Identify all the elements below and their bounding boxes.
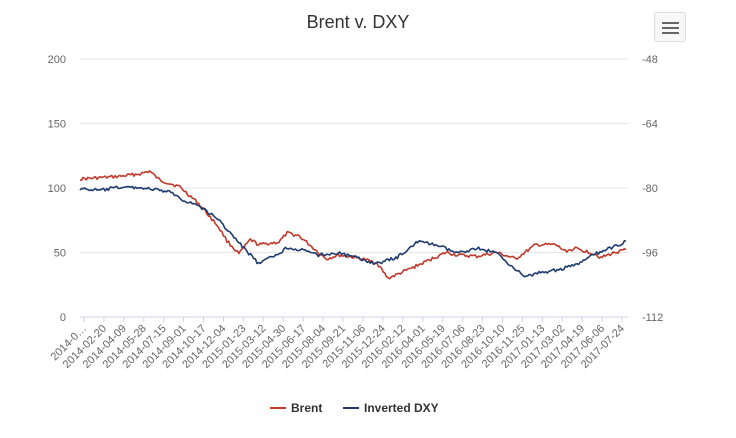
right-axis: -112 -96 -80 -64 -48: [642, 54, 663, 324]
y-left-tick-label: 50: [54, 248, 66, 260]
y-right-tick-label: -64: [642, 119, 658, 131]
y-right-tick-label: -112: [642, 312, 663, 324]
y-left-tick-label: 150: [48, 119, 66, 131]
y-right-tick-label: -80: [642, 183, 658, 195]
y-left-tick-label: 200: [48, 54, 66, 66]
legend[interactable]: Brent Inverted DXY: [270, 401, 439, 415]
hamburger-menu-icon[interactable]: [654, 12, 686, 42]
series-line-inverted-dxy[interactable]: [79, 185, 627, 278]
y-left-tick-label: 0: [60, 312, 66, 324]
series-lines: [79, 170, 627, 280]
grid-lines: [80, 58, 628, 318]
left-axis: 0 50 100 150 200: [48, 54, 66, 324]
legend-item-brent[interactable]: Brent: [270, 401, 322, 415]
legend-item-inverted-dxy[interactable]: Inverted DXY: [343, 401, 439, 415]
legend-label: Brent: [291, 401, 322, 415]
y-right-tick-label: -96: [642, 248, 658, 260]
x-axis: 2014-0…2014-02-202014-04-092014-05-28201…: [49, 317, 627, 371]
y-right-tick-label: -48: [642, 54, 658, 66]
y-left-tick-label: 100: [48, 183, 66, 195]
series-line-brent[interactable]: [80, 170, 627, 280]
chart-title: Brent v. DXY: [307, 12, 410, 32]
legend-label: Inverted DXY: [364, 401, 439, 415]
